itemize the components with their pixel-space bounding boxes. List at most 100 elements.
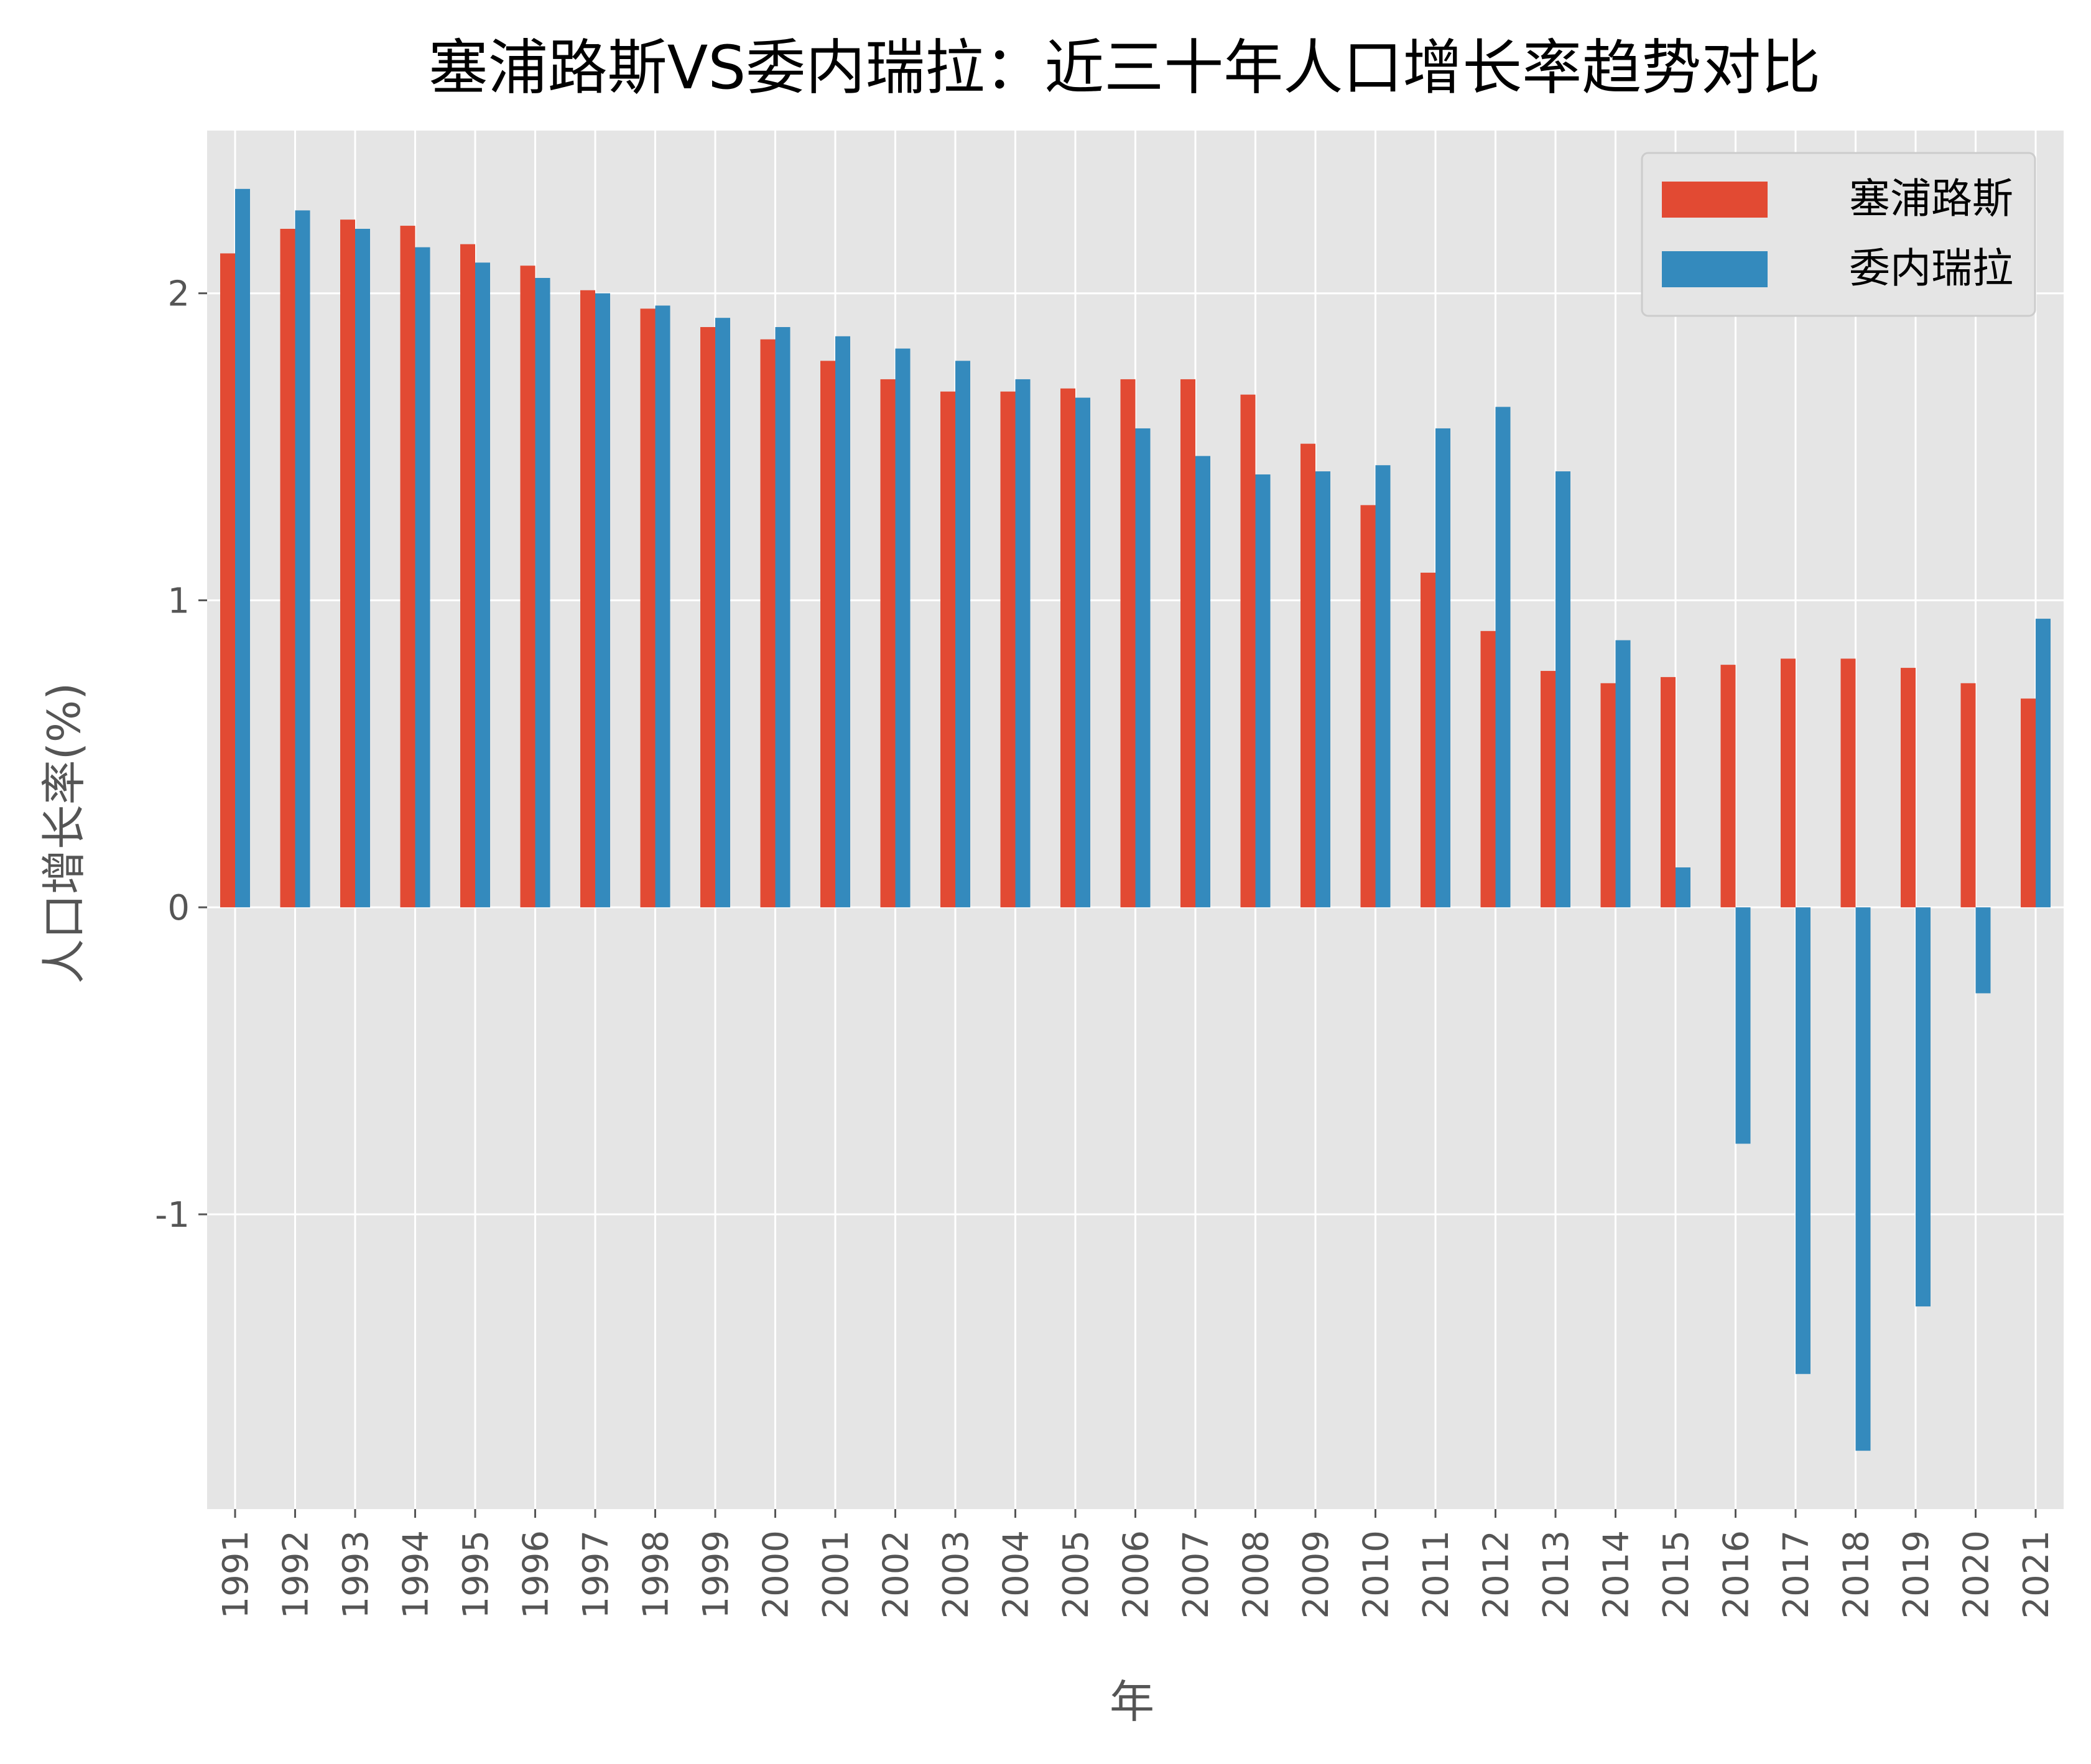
x-tick-label: 2013 — [1536, 1530, 1577, 1619]
y-axis-label: 人口增长率(%) — [38, 683, 90, 984]
y-tick-label: -1 — [155, 1195, 190, 1235]
bar-cyprus-1991 — [220, 253, 235, 908]
bar-cyprus-2014 — [1600, 683, 1616, 908]
x-tick-label: 2011 — [1416, 1530, 1457, 1619]
bar-cyprus-2019 — [1901, 668, 1916, 908]
bar-cyprus-2009 — [1300, 443, 1315, 908]
bar-cyprus-2010 — [1360, 505, 1376, 908]
bar-venezuela-1991 — [235, 188, 250, 908]
bar-venezuela-2004 — [1015, 379, 1031, 908]
bar-cyprus-1995 — [460, 244, 475, 908]
bar-cyprus-1996 — [520, 266, 536, 908]
bar-venezuela-2005 — [1075, 397, 1090, 908]
bar-venezuela-1998 — [655, 305, 670, 908]
legend-swatch-cyprus — [1662, 182, 1768, 218]
chart-title: 塞浦路斯VS委内瑞拉：近三十年人口增长率趋势对比 — [429, 33, 1821, 103]
bar-cyprus-2018 — [1840, 658, 1856, 908]
x-tick-label: 2001 — [816, 1530, 856, 1619]
legend-entry-venezuela: 委内瑞拉 — [1662, 244, 2013, 292]
legend-entry-cyprus: 塞浦路斯 — [1662, 175, 2013, 223]
bar-cyprus-1999 — [700, 327, 715, 908]
x-tick-label: 2020 — [1957, 1530, 1997, 1619]
bar-cyprus-2016 — [1720, 665, 1736, 908]
bar-cyprus-2000 — [760, 339, 776, 908]
x-tick-label: 1996 — [516, 1530, 557, 1619]
x-tick-label: 1995 — [456, 1530, 496, 1619]
x-tick-label: 2015 — [1656, 1530, 1697, 1619]
y-tick-label: 0 — [167, 888, 190, 928]
x-tick-label: 2008 — [1236, 1530, 1277, 1619]
x-axis-ticks: 1991 1992 1993 1994 1995 1996 1997 1998 1999 2000… — [216, 1509, 2057, 1619]
y-tick-label: 2 — [167, 274, 190, 315]
bar-venezuela-2008 — [1255, 474, 1271, 908]
bar-cyprus-2003 — [940, 391, 955, 908]
bar-cyprus-2001 — [820, 361, 835, 908]
x-tick-label: 1992 — [276, 1530, 317, 1619]
bar-venezuela-2019 — [1916, 907, 1931, 1307]
bar-venezuela-2007 — [1195, 456, 1210, 908]
bar-cyprus-1998 — [640, 308, 656, 908]
bar-cyprus-2004 — [1000, 391, 1016, 908]
bar-venezuela-1997 — [595, 293, 610, 908]
x-tick-label: 2019 — [1896, 1530, 1937, 1619]
x-tick-label: 1998 — [636, 1530, 677, 1619]
bar-venezuela-2001 — [835, 336, 850, 908]
legend-swatch-venezuela — [1662, 251, 1768, 287]
bar-venezuela-2003 — [955, 361, 970, 908]
legend-label-venezuela: 委内瑞拉 — [1849, 244, 2013, 292]
bar-cyprus-2007 — [1180, 379, 1195, 908]
bar-venezuela-2018 — [1855, 907, 1871, 1451]
bar-venezuela-2009 — [1315, 471, 1330, 908]
x-tick-label: 2009 — [1296, 1530, 1337, 1619]
x-axis-label: 年 — [1110, 1676, 1154, 1728]
bar-cyprus-2021 — [2021, 698, 2036, 908]
x-tick-label: 1997 — [576, 1530, 616, 1619]
bar-venezuela-1996 — [535, 278, 550, 908]
x-tick-label: 2000 — [756, 1530, 797, 1619]
x-tick-label: 2005 — [1056, 1530, 1096, 1619]
bar-cyprus-2015 — [1661, 677, 1676, 908]
bar-venezuela-2016 — [1735, 907, 1751, 1144]
x-tick-label: 2021 — [2016, 1530, 2057, 1619]
x-tick-label: 1994 — [396, 1530, 437, 1619]
bar-cyprus-1994 — [400, 226, 415, 908]
bar-cyprus-2013 — [1541, 671, 1556, 908]
x-tick-label: 1993 — [336, 1530, 376, 1619]
x-tick-label: 2016 — [1717, 1530, 1757, 1619]
bars — [220, 188, 2051, 1451]
x-tick-label: 2017 — [1776, 1530, 1817, 1619]
bar-venezuela-1999 — [715, 318, 730, 908]
bar-cyprus-1993 — [340, 219, 355, 908]
bar-venezuela-2020 — [1975, 907, 1991, 994]
x-tick-label: 2002 — [876, 1530, 917, 1619]
y-axis-ticks: -1 0 1 2 — [155, 274, 207, 1235]
bar-cyprus-2012 — [1480, 630, 1496, 908]
bar-venezuela-1993 — [355, 229, 370, 908]
x-tick-label: 2012 — [1477, 1530, 1517, 1619]
bar-venezuela-2000 — [775, 327, 790, 908]
bar-cyprus-2006 — [1120, 379, 1136, 908]
legend-label-cyprus: 塞浦路斯 — [1849, 175, 2013, 223]
bar-cyprus-1997 — [580, 290, 595, 908]
bar-venezuela-2017 — [1796, 907, 1810, 1374]
bar-venezuela-2021 — [2036, 619, 2051, 908]
x-tick-label: 2010 — [1356, 1530, 1397, 1619]
bar-venezuela-2015 — [1676, 867, 1690, 908]
bar-venezuela-2010 — [1375, 465, 1391, 908]
bar-venezuela-2006 — [1135, 428, 1151, 908]
x-tick-label: 2006 — [1116, 1530, 1157, 1619]
bar-venezuela-1992 — [295, 210, 310, 908]
bar-venezuela-1994 — [415, 247, 430, 908]
bar-cyprus-2020 — [1960, 683, 1976, 908]
bar-cyprus-2005 — [1060, 388, 1075, 908]
x-tick-label: 2003 — [936, 1530, 976, 1619]
bar-venezuela-2013 — [1556, 471, 1570, 908]
bar-venezuela-2014 — [1615, 640, 1631, 908]
x-tick-label: 2007 — [1176, 1530, 1217, 1619]
x-tick-label: 2018 — [1837, 1530, 1877, 1619]
bar-venezuela-2012 — [1495, 407, 1511, 908]
bar-cyprus-2008 — [1240, 394, 1256, 908]
legend: 塞浦路斯 委内瑞拉 — [1641, 152, 2036, 317]
